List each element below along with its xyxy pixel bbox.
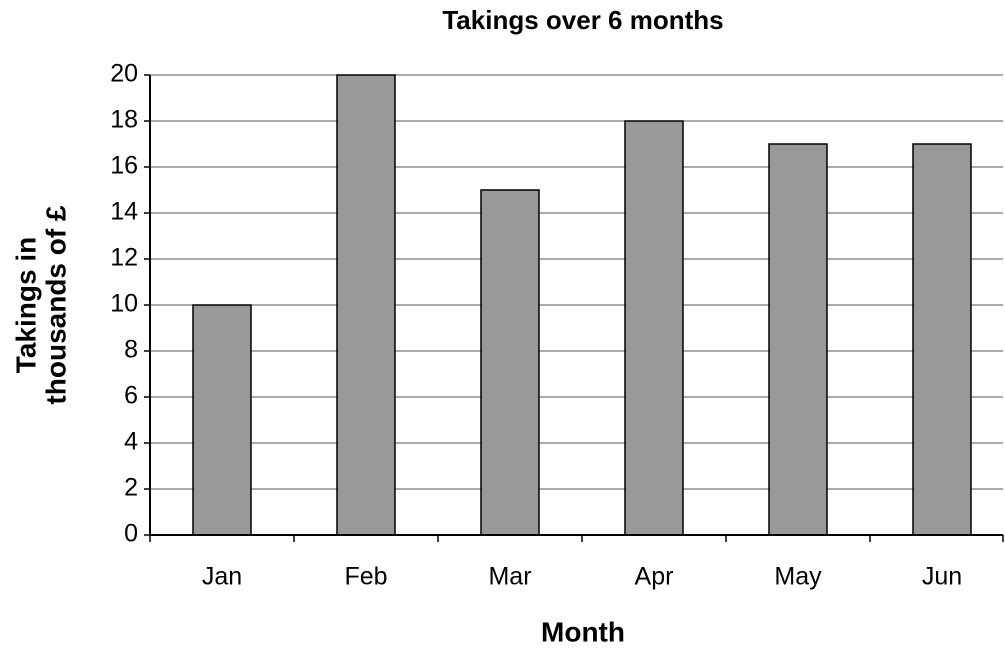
- y-tick-label: 8: [124, 336, 138, 364]
- y-tick-label: 12: [110, 244, 138, 272]
- bar: [336, 74, 396, 536]
- x-tick-label: Jun: [922, 563, 962, 591]
- y-axis-title-line: Takings in: [10, 237, 41, 373]
- x-tick-label: Apr: [635, 563, 674, 591]
- chart-title: Takings over 6 months: [442, 5, 723, 35]
- x-tick-label: Mar: [488, 563, 531, 591]
- y-tick-label: 4: [124, 428, 138, 456]
- x-tick-label: May: [774, 563, 822, 591]
- bar: [480, 189, 540, 536]
- bar: [192, 304, 252, 536]
- bar: [768, 143, 828, 536]
- bar: [912, 143, 972, 536]
- x-tick-label: Jan: [202, 563, 242, 591]
- y-tick-label: 0: [124, 520, 138, 548]
- y-axis-title-line: thousands of £: [40, 205, 71, 405]
- y-tick-label: 6: [124, 382, 138, 410]
- y-tick-label: 20: [110, 60, 138, 88]
- y-axis-title: Takings in thousands of £: [10, 205, 71, 405]
- y-tick-label: 16: [110, 152, 138, 180]
- y-tick-label: 2: [124, 474, 138, 502]
- y-tick-label: 10: [110, 290, 138, 318]
- y-tick-label: 18: [110, 106, 138, 134]
- x-axis-title: Month: [541, 616, 625, 647]
- y-tick-label: 14: [110, 198, 138, 226]
- bar: [624, 120, 684, 536]
- x-tick-label: Feb: [344, 563, 387, 591]
